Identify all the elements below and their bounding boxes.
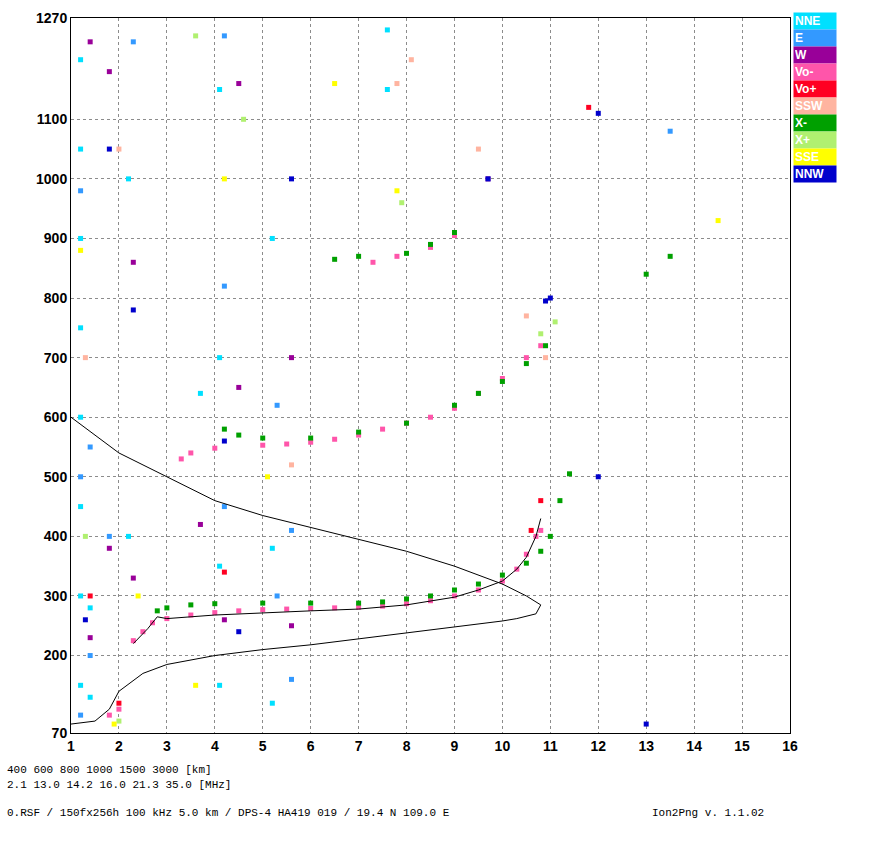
svg-text:800: 800 xyxy=(44,290,68,306)
svg-text:1: 1 xyxy=(67,738,75,754)
svg-text:2.1 13.0 14.2 16.0 21.3 35.0 [: 2.1 13.0 14.2 16.0 21.3 35.0 [MHz] xyxy=(7,779,231,791)
svg-text:NNE: NNE xyxy=(795,14,820,28)
svg-text:400 600 800 1000 1500 3000 [km: 400 600 800 1000 1500 3000 [km] xyxy=(7,764,212,776)
svg-text:5: 5 xyxy=(259,738,267,754)
svg-text:6: 6 xyxy=(307,738,315,754)
svg-text:1000: 1000 xyxy=(36,171,67,187)
svg-text:200: 200 xyxy=(44,647,68,663)
svg-text:600: 600 xyxy=(44,409,68,425)
svg-text:15: 15 xyxy=(734,738,750,754)
svg-text:Ion2Png v. 1.1.02: Ion2Png v. 1.1.02 xyxy=(652,807,764,819)
svg-text:14: 14 xyxy=(686,738,702,754)
svg-text:7: 7 xyxy=(355,738,363,754)
svg-text:E: E xyxy=(795,31,803,45)
svg-text:10: 10 xyxy=(495,738,511,754)
svg-text:12: 12 xyxy=(590,738,606,754)
svg-text:13: 13 xyxy=(638,738,654,754)
svg-text:4: 4 xyxy=(211,738,219,754)
svg-text:70: 70 xyxy=(52,725,68,741)
svg-text:W: W xyxy=(795,48,807,62)
svg-text:1270: 1270 xyxy=(36,10,67,26)
svg-text:2: 2 xyxy=(115,738,123,754)
svg-text:8: 8 xyxy=(403,738,411,754)
svg-text:SSE: SSE xyxy=(795,150,819,164)
svg-text:9: 9 xyxy=(451,738,459,754)
svg-text:16: 16 xyxy=(782,738,798,754)
svg-text:NNW: NNW xyxy=(795,167,824,181)
svg-text:SSW: SSW xyxy=(795,99,823,113)
svg-text:1100: 1100 xyxy=(37,111,68,127)
svg-text:Vo+: Vo+ xyxy=(795,82,816,96)
svg-text:700: 700 xyxy=(44,350,68,366)
svg-text:Vo-: Vo- xyxy=(795,65,813,79)
svg-text:11: 11 xyxy=(543,738,558,754)
svg-text:X+: X+ xyxy=(795,133,810,147)
svg-text:X-: X- xyxy=(795,116,807,130)
svg-text:900: 900 xyxy=(44,230,68,246)
svg-text:400: 400 xyxy=(44,528,68,544)
svg-text:300: 300 xyxy=(44,588,68,604)
svg-text:0.RSF / 150fx256h 100 kHz 5.0: 0.RSF / 150fx256h 100 kHz 5.0 km / DPS-4… xyxy=(7,807,450,819)
svg-text:3: 3 xyxy=(163,738,171,754)
svg-text:500: 500 xyxy=(44,469,68,485)
